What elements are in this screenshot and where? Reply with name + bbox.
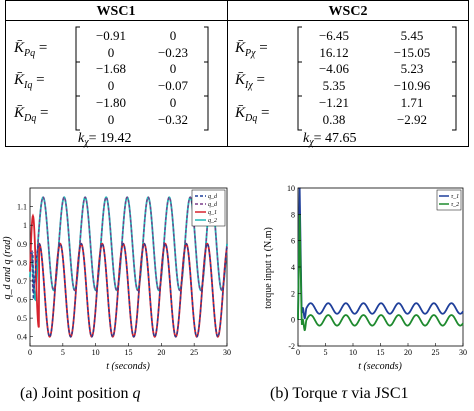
x-tick-label: 5 — [324, 348, 328, 357]
y-axis-label: q_d and q (rad) — [2, 236, 13, 300]
x-axis-label: t (seconds) — [358, 361, 402, 372]
gain-table: WSC1 WSC2 K̄Pq = −0.91 0 0 −0.23 K̄Iq = … — [5, 0, 469, 148]
svg-text:0: 0 — [170, 61, 177, 76]
legend-item-tau1: τ_1 — [451, 194, 459, 200]
svg-text:5.35: 5.35 — [323, 78, 346, 93]
svg-text:−4.06: −4.06 — [319, 61, 350, 76]
x-tick-label: 25 — [190, 348, 198, 357]
svg-text:0: 0 — [108, 78, 115, 93]
wsc1-kchi: kχ= 19.42 — [78, 131, 132, 148]
wsc2-kp: K̄Pχ = −6.45 5.45 16.12 −15.05 — [234, 26, 457, 63]
x-tick-label: 10 — [349, 348, 357, 357]
svg-text:K̄Pq =: K̄Pq = — [13, 40, 47, 59]
x-tick-label: 5 — [61, 348, 65, 357]
svg-text:K̄Iχ =: K̄Iχ = — [234, 72, 265, 91]
y-tick-label: 1 — [23, 221, 27, 230]
x-tick-label: 20 — [404, 348, 412, 357]
x-tick-label: 30 — [223, 348, 231, 357]
svg-text:−1.80: −1.80 — [96, 95, 126, 110]
svg-text:K̄Dq =: K̄Dq = — [13, 105, 48, 124]
svg-text:0: 0 — [108, 112, 115, 127]
svg-text:16.12: 16.12 — [319, 45, 348, 60]
legend: τ_1 τ_2 — [436, 189, 462, 211]
svg-text:0: 0 — [170, 28, 177, 43]
header-wsc2: WSC2 — [329, 4, 368, 19]
svg-text:5.23: 5.23 — [401, 61, 424, 76]
kp-symbol: K̄ — [13, 40, 25, 56]
x-tick-label: 10 — [92, 348, 100, 357]
x-tick-label: 20 — [157, 348, 165, 357]
svg-text:−0.07: −0.07 — [158, 78, 189, 93]
y-tick-label: 0 — [291, 316, 295, 325]
wsc1-kd: K̄Dq = −1.80 0 0 −0.32 — [13, 95, 209, 131]
series-qd1 — [30, 242, 228, 338]
x-tick-label: 0 — [296, 348, 300, 357]
x-tick-label: 25 — [432, 348, 440, 357]
y-tick-label: 2 — [291, 289, 295, 298]
table-border — [5, 0, 469, 147]
x-tick-label: 15 — [125, 348, 133, 357]
series-tau2 — [297, 214, 464, 332]
svg-text:0.38: 0.38 — [323, 112, 346, 127]
y-tick-label: 10 — [287, 184, 295, 193]
svg-text:0: 0 — [108, 45, 115, 60]
svg-text:−0.91: −0.91 — [96, 28, 126, 43]
header-wsc1: WSC1 — [97, 4, 136, 19]
svg-text:−1.21: −1.21 — [319, 95, 349, 110]
legend-item-qd1: q_d — [208, 194, 218, 200]
legend: q_d q_d q_1 q_2 — [191, 189, 226, 227]
y-tick-label: 0.7 — [17, 277, 27, 286]
y-tick-label: 0.4 — [17, 333, 27, 342]
wsc1-ki: K̄Iq = −1.68 0 0 −0.07 — [13, 61, 209, 97]
svg-text:−1.68: −1.68 — [96, 61, 126, 76]
wsc2-ki: K̄Iχ = −4.06 5.23 5.35 −10.96 — [234, 61, 457, 97]
legend-item-tau2: τ_2 — [451, 202, 459, 208]
svg-text:K̄Dq =: K̄Dq = — [234, 105, 269, 124]
y-tick-label: 0.8 — [17, 258, 27, 267]
svg-text:−6.45: −6.45 — [319, 28, 349, 43]
legend-item-q1: q_1 — [208, 210, 217, 216]
svg-text:0: 0 — [170, 95, 177, 110]
y-tick-label: 0.5 — [17, 314, 27, 323]
wsc1-kp: K̄Pq = −0.91 0 0 −0.23 — [13, 26, 209, 63]
joint-position-chart: 0 5 10 15 20 25 30 0.4 0.5 0.6 0.7 0.8 0.9 1 1.1 q_d q… — [2, 187, 231, 372]
wsc2-kd: K̄Dq = −1.21 1.71 0.38 −2.92 — [234, 95, 457, 131]
y-axis-label: torque input τ (N.m) — [263, 227, 274, 309]
legend-item-qd2: q_d — [208, 202, 218, 208]
y-tick-label: 6 — [291, 237, 295, 246]
x-tick-label: 15 — [377, 348, 385, 357]
svg-text:1.71: 1.71 — [401, 95, 424, 110]
y-tick-label: -2 — [288, 342, 295, 351]
svg-text:−0.23: −0.23 — [158, 45, 188, 60]
y-tick-label: 1.1 — [17, 203, 27, 212]
svg-text:−15.05: −15.05 — [394, 45, 431, 60]
x-tick-label: 30 — [459, 348, 467, 357]
y-tick-label: 8 — [291, 210, 295, 219]
plot-area — [297, 187, 464, 347]
wsc2-kchi: kχ= 47.65 — [303, 131, 357, 148]
svg-text:5.45: 5.45 — [401, 28, 424, 43]
svg-text:K̄Pχ =: K̄Pχ = — [234, 40, 268, 59]
y-tick-label: 0.9 — [17, 240, 27, 249]
svg-text:K̄Iq =: K̄Iq = — [13, 72, 45, 91]
caption-a: (a) Joint position q — [20, 385, 141, 402]
svg-text:−10.96: −10.96 — [394, 78, 431, 93]
svg-text:−0.32: −0.32 — [158, 112, 188, 127]
legend-item-q2: q_2 — [208, 218, 217, 224]
svg-text:−2.92: −2.92 — [397, 112, 427, 127]
y-tick-label: 0.6 — [17, 296, 27, 305]
x-axis-label: t (seconds) — [106, 361, 150, 372]
y-tick-label: 4 — [291, 263, 295, 272]
x-tick-label: 0 — [28, 348, 32, 357]
caption-b: (b) Torque τ via JSC1 — [270, 385, 409, 402]
series-tau1 — [297, 187, 464, 320]
